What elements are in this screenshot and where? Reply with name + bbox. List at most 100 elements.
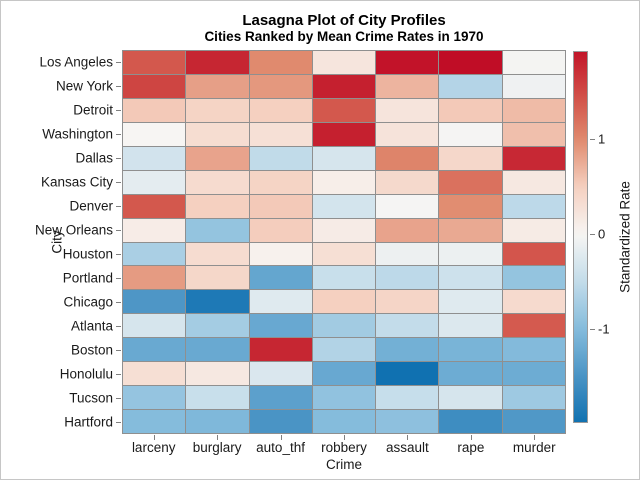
heatmap-cell xyxy=(439,74,502,98)
y-tick-label: Portland xyxy=(62,270,113,286)
heatmap-cell xyxy=(186,51,249,74)
heatmap-cell xyxy=(186,362,249,386)
heatmap-cell xyxy=(249,314,312,338)
heatmap-cell xyxy=(502,74,565,98)
heatmap-cell xyxy=(439,170,502,194)
heatmap-cell xyxy=(249,266,312,290)
heatmap-cell xyxy=(439,242,502,266)
heatmap-cell xyxy=(502,51,565,74)
y-tick-label: Hartford xyxy=(64,414,113,430)
y-tick-label: Dallas xyxy=(75,150,113,166)
heatmap-cell xyxy=(249,51,312,74)
y-tick-mark xyxy=(116,134,121,135)
heatmap-cell xyxy=(312,74,376,98)
x-tick-label: burglary xyxy=(192,440,242,455)
heatmap-cell xyxy=(439,51,502,74)
y-tick-mark xyxy=(116,86,121,87)
heatmap-cell xyxy=(502,194,565,218)
heatmap-cell xyxy=(249,74,312,98)
heatmap-cell xyxy=(312,338,376,362)
heatmap-cell xyxy=(123,194,186,218)
heatmap-cell xyxy=(249,146,312,170)
heatmap-cell xyxy=(312,314,376,338)
heatmap-cell xyxy=(186,122,249,146)
y-tick-mark xyxy=(116,62,121,63)
heatmap-cell xyxy=(123,122,186,146)
y-tick-label: Chicago xyxy=(63,294,113,310)
heatmap-cell xyxy=(249,218,312,242)
y-tick-label: Houston xyxy=(62,246,113,262)
x-tick-label: larceny xyxy=(131,440,176,455)
heatmap-cell xyxy=(123,362,186,386)
heatmap-cell xyxy=(502,170,565,194)
colorbar-tick-mark xyxy=(590,329,595,331)
heatmap-cell xyxy=(376,218,439,242)
heatmap-cell xyxy=(186,386,249,410)
y-tick-mark xyxy=(116,374,121,375)
colorbar-tick-label: 0 xyxy=(598,226,606,242)
heatmap-cell xyxy=(312,362,376,386)
heatmap-cell xyxy=(376,74,439,98)
heatmap-cell xyxy=(123,146,186,170)
heatmap-cell xyxy=(186,98,249,122)
heatmap-cell xyxy=(376,194,439,218)
heatmap-cell xyxy=(186,74,249,98)
heatmap-cell xyxy=(123,242,186,266)
colorbar-gradient xyxy=(573,51,588,423)
x-tick-label: rape xyxy=(457,440,485,455)
heatmap-cell xyxy=(123,290,186,314)
heatmap-cell xyxy=(186,338,249,362)
x-axis-title: Crime xyxy=(326,457,362,472)
x-tick-label: assault xyxy=(386,440,429,455)
heatmap-cell xyxy=(186,170,249,194)
heatmap-cell xyxy=(312,194,376,218)
heatmap-cell xyxy=(439,362,502,386)
x-tick-mark xyxy=(153,435,155,440)
y-tick-mark xyxy=(116,302,121,303)
heatmap-cell xyxy=(312,170,376,194)
heatmap-cell xyxy=(439,338,502,362)
heatmap-cell xyxy=(312,122,376,146)
chart-subtitle: Cities Ranked by Mean Crime Rates in 197… xyxy=(204,29,484,44)
heatmap-cell xyxy=(249,122,312,146)
heatmap-cell xyxy=(439,314,502,338)
heatmap-cell xyxy=(123,74,186,98)
y-tick-label: Denver xyxy=(69,198,113,214)
x-tick-mark xyxy=(280,435,282,440)
heatmap-cell xyxy=(312,98,376,122)
y-tick-mark xyxy=(116,398,121,399)
x-tick-mark xyxy=(217,435,219,440)
heatmap-cell xyxy=(502,122,565,146)
heatmap-cell xyxy=(249,338,312,362)
heatmap-cell xyxy=(502,98,565,122)
heatmap-cell xyxy=(312,242,376,266)
y-tick-mark xyxy=(116,326,121,327)
heatmap-cell xyxy=(249,362,312,386)
heatmap-cell xyxy=(502,242,565,266)
y-tick-mark xyxy=(116,206,121,207)
heatmap-cell xyxy=(376,266,439,290)
heatmap-cell xyxy=(123,98,186,122)
heatmap-cell xyxy=(312,290,376,314)
heatmap-cell xyxy=(376,314,439,338)
heatmap-cell xyxy=(312,51,376,74)
heatmap-cell xyxy=(312,386,376,410)
chart-title: Lasagna Plot of City Profiles xyxy=(242,12,446,29)
heatmap-cell xyxy=(439,218,502,242)
heatmap-cell xyxy=(502,338,565,362)
x-tick-mark xyxy=(344,435,345,440)
heatmap-cell xyxy=(439,386,502,410)
y-tick-mark xyxy=(116,182,121,183)
heatmap-cell xyxy=(186,290,249,314)
heatmap-cell xyxy=(376,170,439,194)
y-tick-mark xyxy=(116,230,121,231)
x-tick-label: murder xyxy=(512,440,556,455)
heatmap-cell xyxy=(376,410,439,433)
heatmap-cell xyxy=(376,122,439,146)
heatmap-cell xyxy=(249,386,312,410)
y-tick-label: Atlanta xyxy=(70,318,113,334)
x-tick-label: robbery xyxy=(321,440,367,455)
heatmap-cell xyxy=(439,410,502,433)
heatmap-cell xyxy=(312,146,376,170)
y-tick-label: Washington xyxy=(42,126,113,142)
